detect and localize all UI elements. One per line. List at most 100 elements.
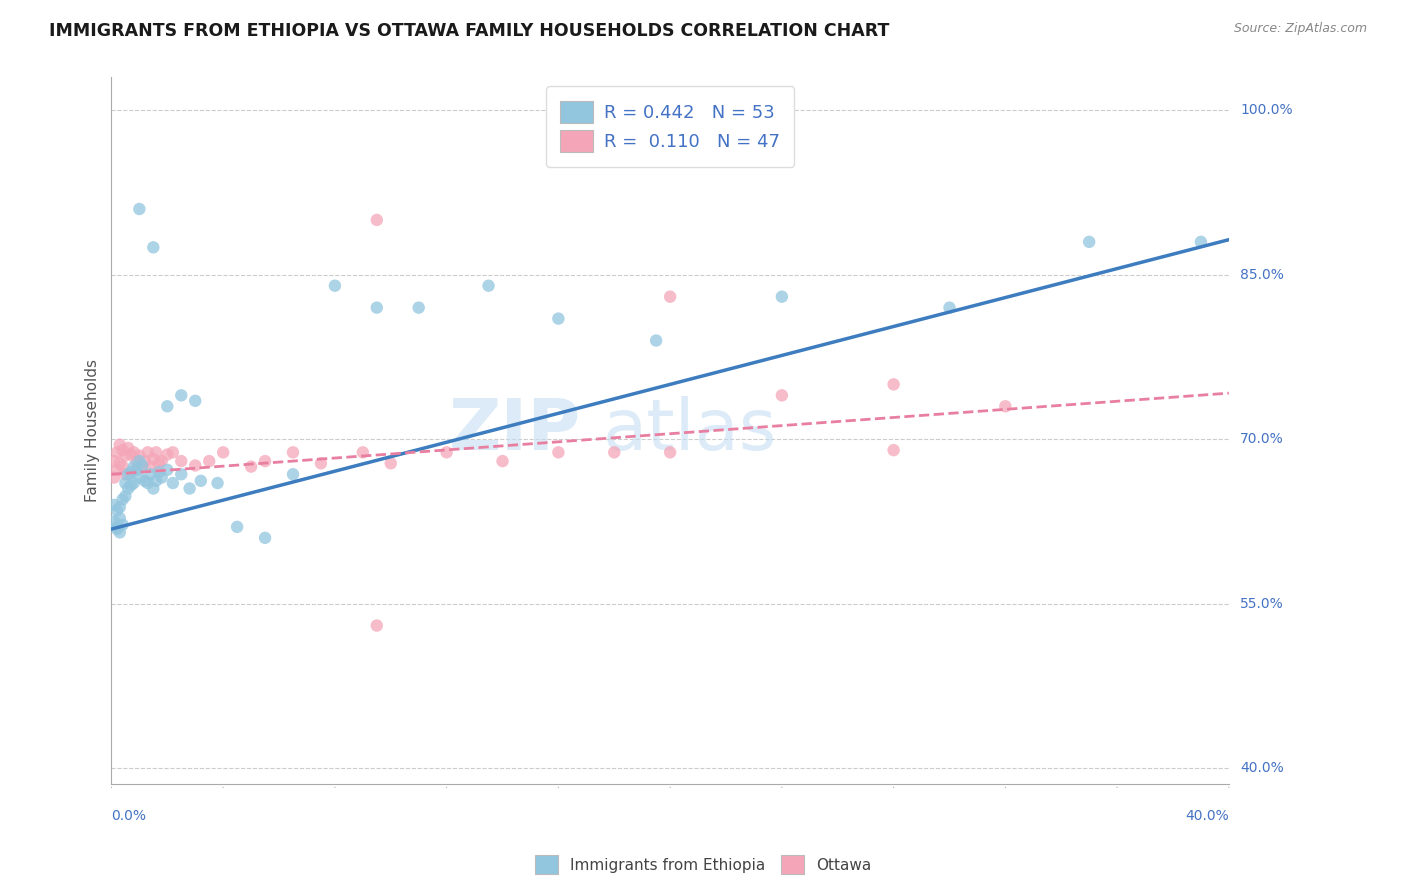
Point: [170, 467, 193, 482]
Text: Source: ZipAtlas.com: Source: ZipAtlas.com: [1233, 22, 1367, 36]
Y-axis label: Family Households: Family Households: [86, 359, 100, 502]
Point: [114, 476, 136, 491]
Point: [380, 456, 402, 470]
Point: [103, 515, 125, 529]
Point: [105, 522, 128, 536]
Point: [547, 311, 569, 326]
Point: [281, 445, 304, 459]
Point: [114, 449, 136, 463]
Point: [645, 334, 668, 348]
Point: [254, 454, 277, 468]
Text: 85.0%: 85.0%: [1240, 268, 1284, 282]
Point: [148, 465, 170, 479]
Point: [111, 443, 134, 458]
Point: [254, 531, 277, 545]
Point: [117, 441, 139, 455]
Point: [226, 520, 249, 534]
Point: [281, 467, 304, 482]
Point: [240, 459, 263, 474]
Text: IMMIGRANTS FROM ETHIOPIA VS OTTAWA FAMILY HOUSEHOLDS CORRELATION CHART: IMMIGRANTS FROM ETHIOPIA VS OTTAWA FAMIL…: [49, 22, 890, 40]
Point: [105, 503, 128, 517]
Point: [659, 290, 682, 304]
Text: 55.0%: 55.0%: [1240, 597, 1284, 611]
Point: [136, 445, 159, 459]
Point: [131, 458, 153, 473]
Point: [131, 459, 153, 474]
Point: [408, 301, 430, 315]
Point: [148, 456, 170, 470]
Point: [477, 278, 499, 293]
Point: [352, 445, 374, 459]
Point: [190, 474, 212, 488]
Point: [105, 463, 128, 477]
Point: [170, 388, 193, 402]
Point: [128, 454, 150, 468]
Point: [108, 511, 131, 525]
Point: [111, 517, 134, 532]
Point: [770, 388, 793, 402]
Legend: R = 0.442   N = 53, R =  0.110   N = 47: R = 0.442 N = 53, R = 0.110 N = 47: [546, 87, 794, 167]
Text: atlas: atlas: [603, 396, 778, 466]
Text: 40.0%: 40.0%: [1185, 809, 1229, 823]
Text: 70.0%: 70.0%: [1240, 433, 1284, 446]
Point: [122, 445, 145, 459]
Point: [770, 290, 793, 304]
Point: [1078, 235, 1101, 249]
Point: [156, 448, 179, 462]
Point: [309, 456, 332, 470]
Point: [212, 445, 235, 459]
Point: [994, 399, 1017, 413]
Point: [120, 478, 142, 492]
Point: [128, 449, 150, 463]
Point: [184, 458, 207, 473]
Point: [436, 445, 458, 459]
Point: [142, 451, 165, 466]
Point: [156, 399, 179, 413]
Point: [122, 476, 145, 491]
Point: [883, 377, 905, 392]
Point: [108, 500, 131, 515]
Legend: Immigrants from Ethiopia, Ottawa: Immigrants from Ethiopia, Ottawa: [529, 849, 877, 880]
Point: [111, 492, 134, 507]
Point: [114, 467, 136, 482]
Point: [491, 454, 513, 468]
Point: [103, 498, 125, 512]
Point: [145, 474, 167, 488]
Point: [125, 454, 148, 468]
Point: [105, 520, 128, 534]
Point: [323, 278, 346, 293]
Text: ZIP: ZIP: [449, 396, 581, 466]
Point: [366, 618, 388, 632]
Point: [120, 448, 142, 462]
Point: [105, 445, 128, 459]
Point: [136, 476, 159, 491]
Point: [162, 445, 184, 459]
Point: [142, 240, 165, 254]
Point: [162, 476, 184, 491]
Point: [142, 482, 165, 496]
Point: [103, 454, 125, 468]
Point: [139, 459, 162, 474]
Point: [108, 438, 131, 452]
Point: [134, 474, 156, 488]
Text: 0.0%: 0.0%: [111, 809, 146, 823]
Point: [170, 454, 193, 468]
Point: [184, 393, 207, 408]
Point: [120, 465, 142, 479]
Point: [603, 445, 626, 459]
Point: [108, 525, 131, 540]
Point: [179, 482, 201, 496]
Text: 40.0%: 40.0%: [1240, 761, 1284, 775]
Point: [883, 443, 905, 458]
Point: [125, 463, 148, 477]
Point: [117, 467, 139, 482]
Point: [134, 454, 156, 468]
Point: [366, 301, 388, 315]
Point: [1189, 235, 1212, 249]
Point: [122, 459, 145, 474]
Point: [139, 467, 162, 482]
Point: [108, 456, 131, 470]
Point: [145, 445, 167, 459]
Point: [111, 459, 134, 474]
Point: [117, 482, 139, 496]
